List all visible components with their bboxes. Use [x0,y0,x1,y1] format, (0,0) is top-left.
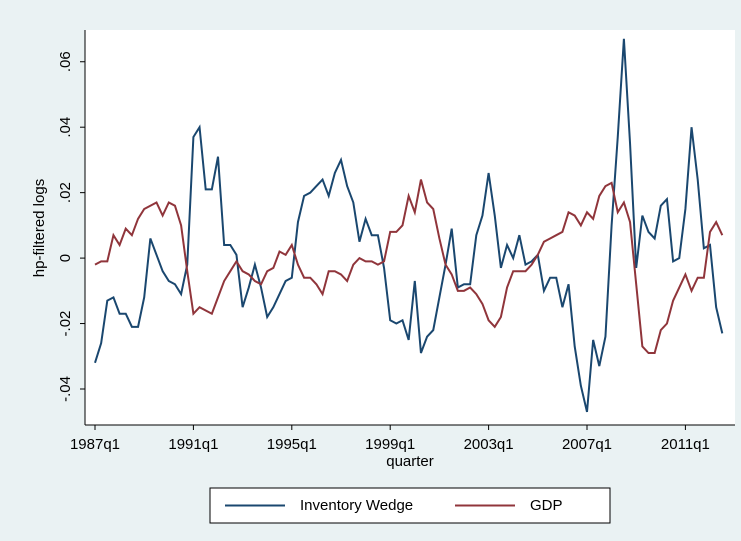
y-tick-label: .04 [57,117,74,138]
y-tick-label: 0 [57,254,74,262]
x-tick-label: 2007q1 [562,436,612,453]
legend-label: GDP [530,497,563,514]
x-tick-label: 2011q1 [661,436,710,453]
x-axis-title: quarter [386,453,434,470]
x-tick-label: 1991q1 [168,436,218,453]
series-line [94,179,724,354]
x-tick-label: 1999q1 [365,436,415,453]
y-axis-title: hp-filtered logs [31,179,48,277]
x-tick-label: 1995q1 [267,436,317,453]
x-tick-label: 1987q1 [70,436,120,453]
y-tick-label: -.02 [57,311,74,337]
plot-area [85,30,735,425]
x-tick-label: 2003q1 [464,436,514,453]
y-tick-label: .06 [57,51,74,72]
y-tick-label: -.04 [57,376,74,402]
legend-label: Inventory Wedge [300,497,413,514]
y-tick-label: .02 [57,182,74,203]
series-line [94,38,724,413]
